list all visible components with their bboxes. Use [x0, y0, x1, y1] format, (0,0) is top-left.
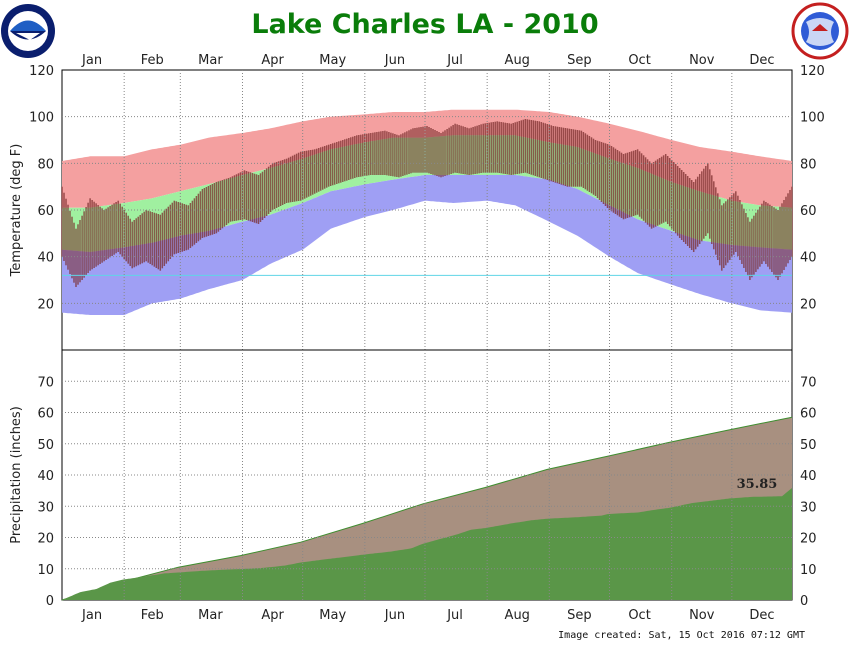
record-high-band — [62, 109, 792, 208]
month-label: Nov — [689, 53, 715, 68]
temperature-y-axis-left: 20 40 60 80 100 120 — [29, 64, 54, 312]
precipitation-total-label: 35.85 — [737, 477, 778, 492]
month-label: Sep — [567, 608, 592, 623]
y-tick-label-right: 20 — [800, 532, 817, 547]
precipitation-y-axis-right: 0 10 20 30 40 50 60 70 — [800, 375, 817, 609]
month-label: May — [319, 53, 346, 68]
y-tick-label-right: 80 — [800, 157, 817, 172]
temperature-month-labels: Jan Feb Mar Apr May Jun Jul Aug Sep Oct Nov Dec — [81, 53, 774, 68]
nws-logo-icon — [791, 2, 849, 60]
month-label: Jan — [81, 608, 102, 623]
y-tick-label-left: 40 — [37, 469, 54, 484]
y-tick-label-left: 0 — [46, 594, 54, 609]
y-tick-label-right: 40 — [800, 251, 817, 266]
month-label: May — [319, 608, 346, 623]
month-label: Aug — [505, 608, 530, 623]
observed-range-bars — [61, 119, 793, 287]
y-tick-label-right: 120 — [800, 64, 825, 79]
y-tick-label-left: 80 — [37, 157, 54, 172]
y-tick-label-left: 120 — [29, 64, 54, 79]
month-label: Jul — [446, 53, 463, 68]
month-label: Feb — [141, 608, 164, 623]
month-label: Jan — [81, 53, 102, 68]
month-label: Nov — [689, 608, 715, 623]
y-tick-label-left: 20 — [37, 532, 54, 547]
y-tick-label-right: 60 — [800, 204, 817, 219]
month-label: Sep — [567, 53, 592, 68]
month-label: Dec — [749, 53, 774, 68]
precipitation-y-axis-left: 0 10 20 30 40 50 60 70 — [37, 375, 54, 609]
y-tick-label-left: 70 — [37, 375, 54, 390]
y-tick-label-left: 100 — [29, 111, 54, 126]
temperature-plot-area — [61, 109, 793, 315]
month-label: Oct — [628, 53, 650, 68]
y-tick-label-right: 60 — [800, 407, 817, 422]
month-label: Oct — [628, 608, 650, 623]
y-tick-label-left: 50 — [37, 438, 54, 453]
y-tick-label-left: 20 — [37, 297, 54, 312]
temperature-y-axis-right: 20 40 60 80 100 120 — [800, 64, 825, 312]
precipitation-panel: 0 10 20 30 40 50 60 70 0 10 20 30 40 50 60 70 Jan Feb Ma… — [9, 349, 817, 623]
month-label: Mar — [198, 53, 223, 68]
y-tick-label-right: 40 — [800, 469, 817, 484]
y-tick-label-right: 70 — [800, 375, 817, 390]
month-label: Apr — [261, 53, 284, 68]
chart-title: Lake Charles LA - 2010 — [251, 9, 598, 40]
noaa-logo-icon — [1, 4, 55, 58]
y-tick-label-left: 60 — [37, 204, 54, 219]
precipitation-y-axis-label: Precipitation (inches) — [9, 406, 24, 544]
y-tick-label-right: 0 — [800, 594, 808, 609]
month-label: Aug — [505, 53, 530, 68]
y-tick-label-left: 30 — [37, 500, 54, 515]
y-tick-label-right: 50 — [800, 438, 817, 453]
temperature-y-axis-label: Temperature (deg F) — [9, 144, 24, 278]
month-label: Mar — [198, 608, 223, 623]
y-tick-label-right: 100 — [800, 111, 825, 126]
y-tick-label-right: 30 — [800, 500, 817, 515]
y-tick-label-right: 20 — [800, 297, 817, 312]
month-label: Jul — [446, 608, 463, 623]
month-label: Jun — [384, 608, 405, 623]
precipitation-month-labels: Jan Feb Mar Apr May Jun Jul Aug Sep Oct Nov Dec — [81, 608, 774, 623]
month-label: Apr — [261, 608, 284, 623]
month-label: Dec — [749, 608, 774, 623]
normal-cumulative-line — [61, 416, 793, 601]
month-label: Jun — [384, 53, 405, 68]
month-label: Feb — [141, 53, 164, 68]
y-tick-label-right: 10 — [800, 563, 817, 578]
image-created-text: Image created: Sat, 15 Oct 2016 07:12 GM… — [558, 630, 805, 641]
y-tick-label-left: 10 — [37, 563, 54, 578]
y-tick-label-left: 60 — [37, 407, 54, 422]
y-tick-label-left: 40 — [37, 251, 54, 266]
temperature-panel: 20 40 60 80 100 120 20 40 60 80 100 120 Jan Feb Mar A… — [9, 53, 825, 351]
